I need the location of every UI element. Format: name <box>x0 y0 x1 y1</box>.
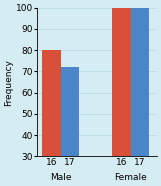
Bar <box>42 50 61 156</box>
Bar <box>112 0 131 156</box>
Bar <box>61 67 79 156</box>
Text: Male: Male <box>50 174 71 182</box>
Y-axis label: Frequency: Frequency <box>4 59 13 105</box>
Text: Female: Female <box>114 174 147 182</box>
Bar <box>131 0 149 156</box>
